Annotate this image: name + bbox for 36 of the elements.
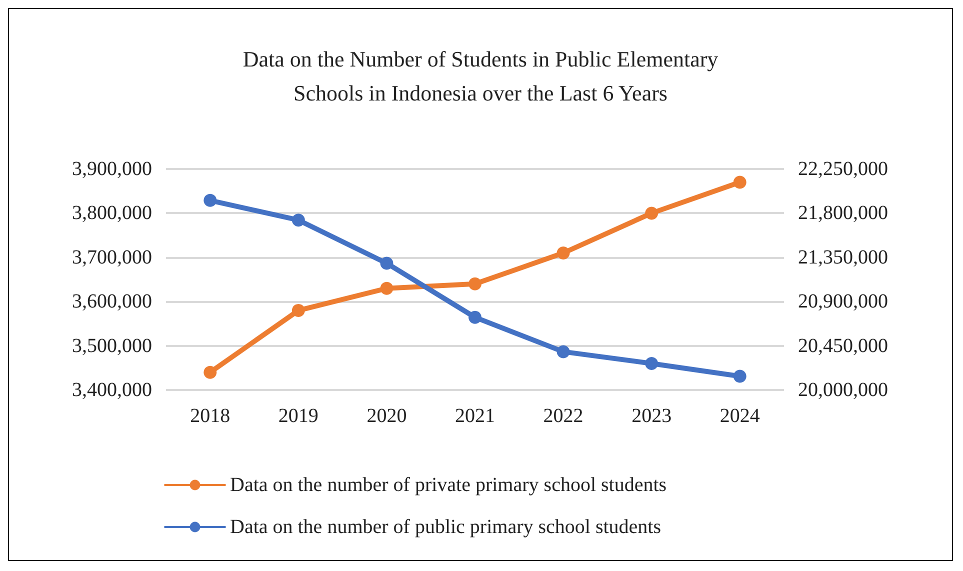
x-tick-label: 2023: [632, 405, 672, 427]
point: [292, 214, 305, 227]
point: [556, 345, 570, 358]
y2-tick-label: 22,250,000: [798, 158, 888, 180]
y2-tick-label: 21,800,000: [798, 202, 888, 224]
point: [380, 282, 394, 295]
y-tick-label: 3,600,000: [72, 290, 152, 313]
x-tick-label: 2024: [720, 405, 760, 427]
point: [733, 370, 746, 383]
point: [733, 176, 746, 189]
x-tick-label: 2021: [455, 405, 495, 427]
point: [645, 206, 658, 220]
x-tick-label: 2020: [366, 405, 407, 427]
point: [645, 356, 658, 370]
point: [556, 246, 570, 260]
point: [468, 310, 482, 324]
y2-tick-label: 20,000,000: [798, 379, 888, 401]
y2-tick-label: 20,900,000: [798, 290, 888, 313]
legend-label: Data on the number of public primary school students: [230, 516, 662, 538]
chart-title: Data on the Number of Students in Public Elementary Schools in Indonesia over the Last 6 Years: [242, 46, 718, 106]
y-tick-label: 3,900,000: [72, 158, 152, 180]
y-tick-label: 3,700,000: [72, 246, 152, 268]
y2-tick-label: 21,350,000: [798, 246, 888, 268]
y-tick-label: 3,500,000: [72, 334, 152, 357]
x-tick-label: 2018: [190, 405, 230, 427]
point: [204, 194, 217, 207]
legend-label: Data on the number of private primary school students: [230, 474, 667, 496]
y-tick-label: 3,800,000: [72, 202, 152, 224]
y2-tick-label: 20,450,000: [798, 334, 888, 357]
point: [292, 304, 305, 317]
point: [380, 256, 394, 270]
y-tick-label: 3,400,000: [72, 379, 152, 401]
x-tick-label: 2022: [543, 405, 584, 427]
point: [468, 277, 482, 290]
point: [204, 366, 217, 379]
x-tick-label: 2019: [278, 405, 318, 427]
